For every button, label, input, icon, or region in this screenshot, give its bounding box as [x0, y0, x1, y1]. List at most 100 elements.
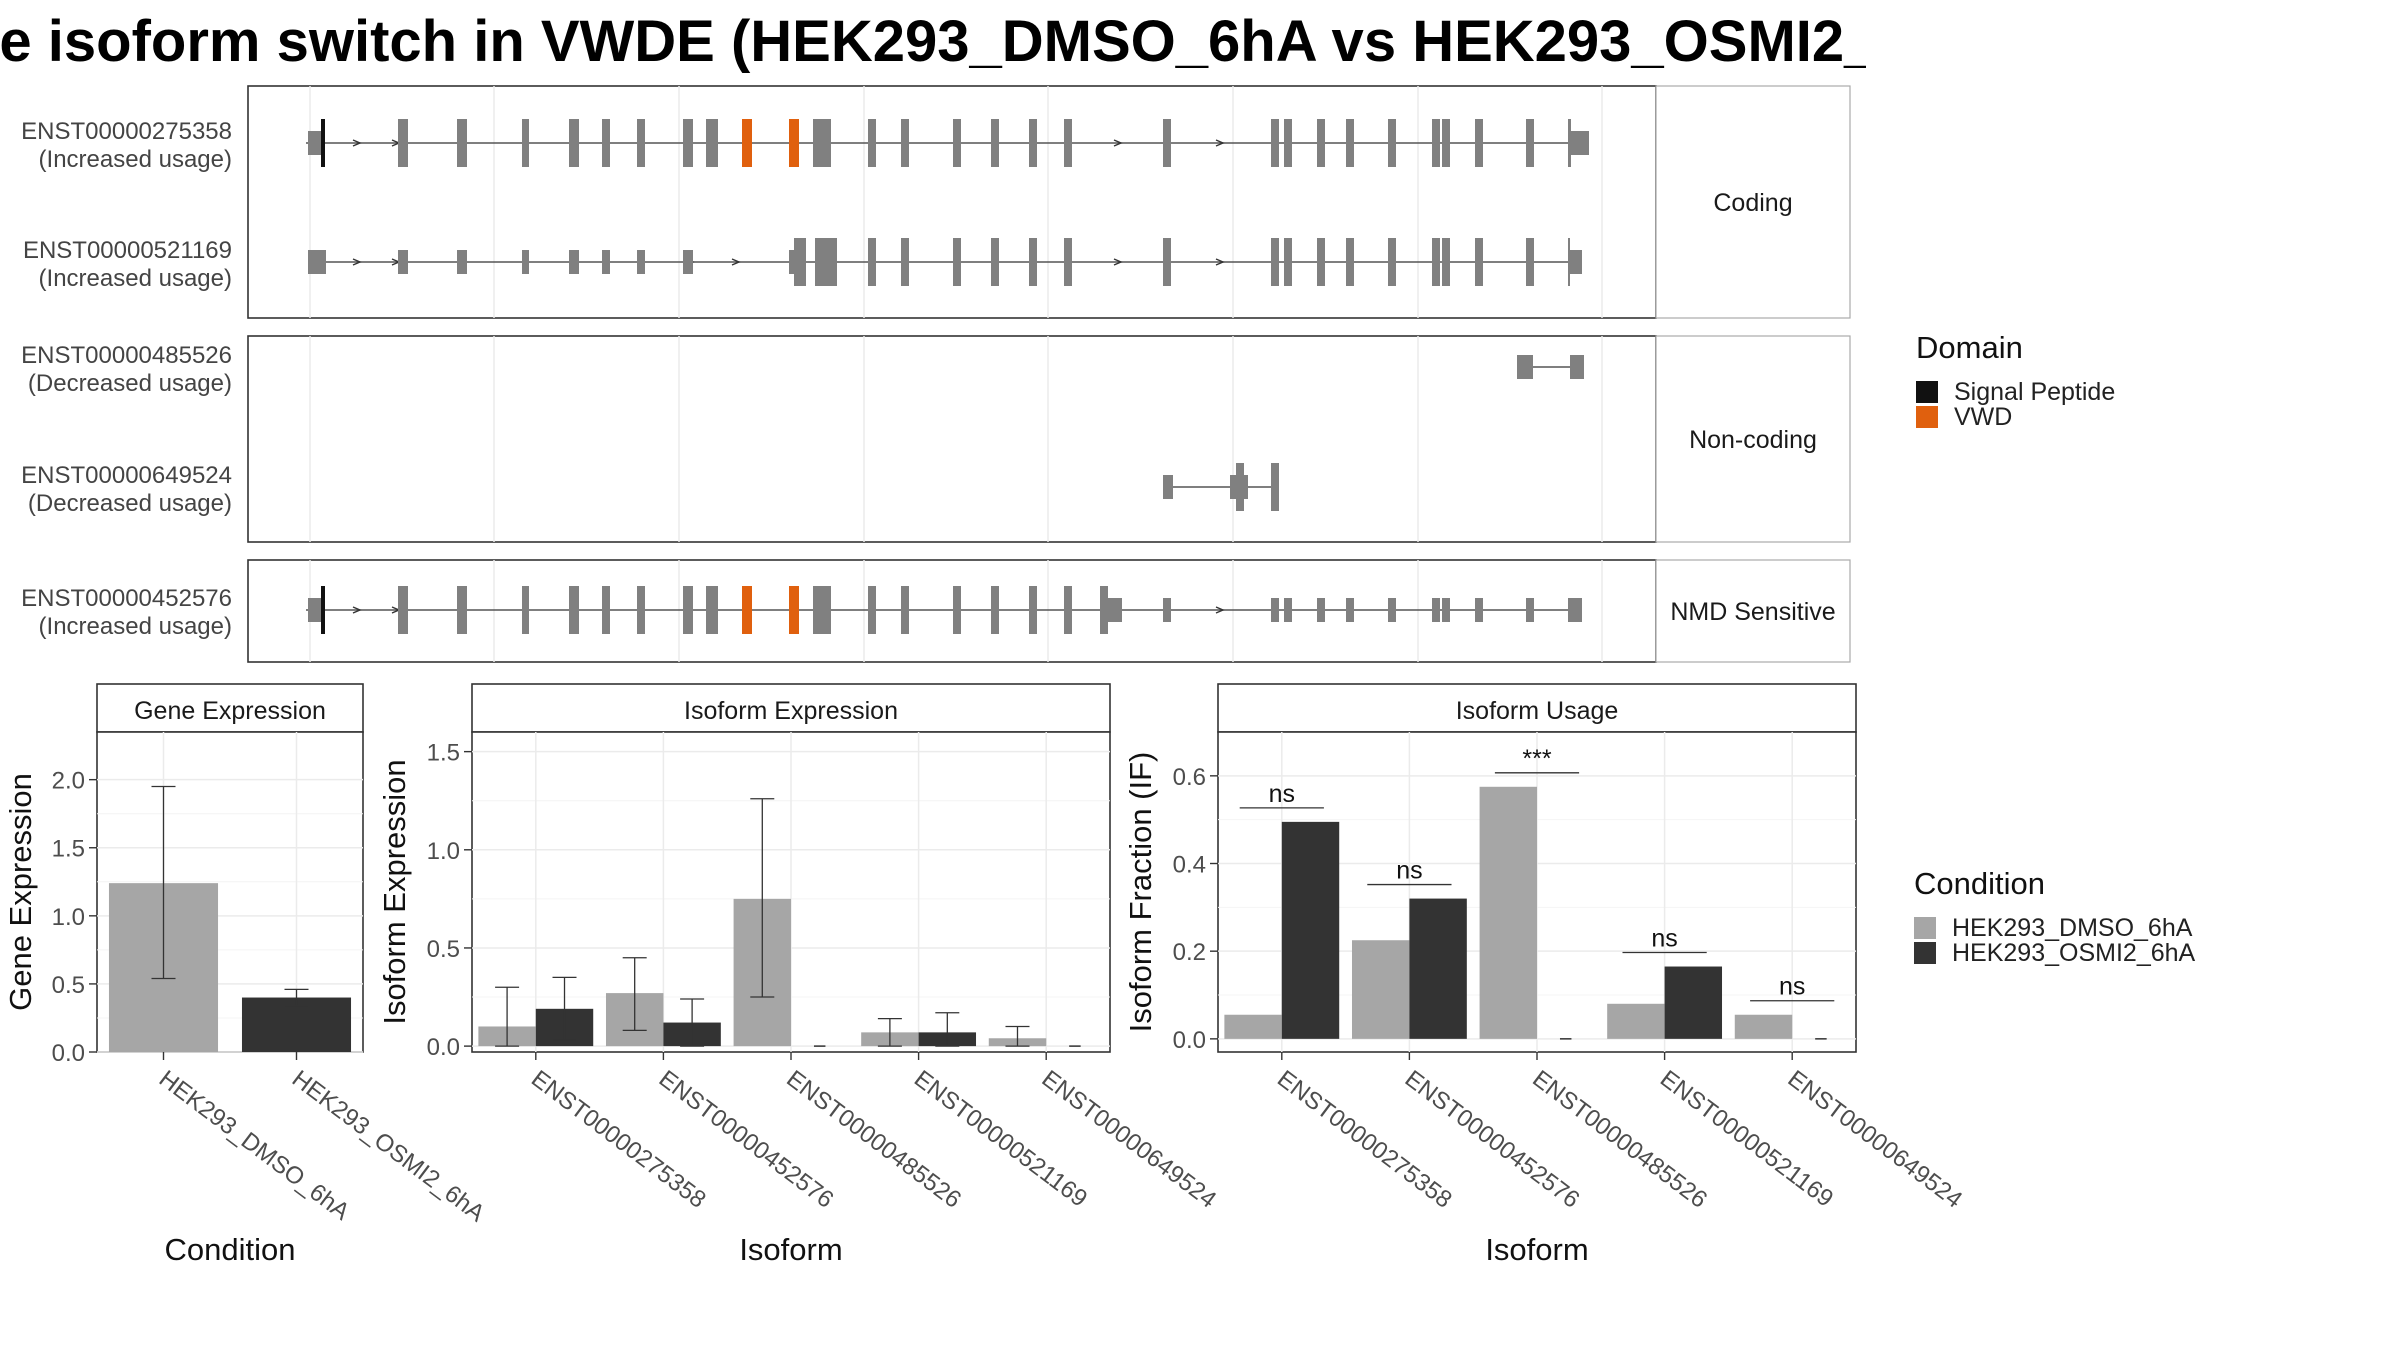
exon: [1064, 119, 1072, 167]
exon: [398, 250, 408, 274]
transcript-usage-label: (Increased usage): [39, 146, 232, 173]
transcript-id-label: ENST00000649524: [21, 462, 232, 489]
exon: [815, 119, 831, 167]
exon: [457, 586, 467, 634]
exon: [602, 250, 610, 274]
exon: [706, 586, 718, 634]
vwd-domain-exon: [742, 119, 752, 167]
panel-title: Isoform Usage: [1456, 697, 1619, 725]
condition-legend-swatch: [1914, 917, 1936, 939]
y-axis-title: Gene Expression: [3, 773, 38, 1011]
exon: [901, 119, 909, 167]
bar: [1734, 1014, 1793, 1039]
structure-panel: [247, 559, 1657, 663]
exon: [1163, 598, 1171, 622]
exon: [789, 250, 795, 274]
signal-peptide-exon: [321, 119, 325, 167]
exon: [1475, 119, 1483, 167]
panel-strip: [471, 683, 1111, 733]
exon: [901, 586, 909, 634]
transcript-usage-label: (Increased usage): [39, 613, 232, 640]
facet-strip: [1655, 335, 1851, 543]
exon: [953, 238, 961, 286]
exon: [1526, 238, 1534, 286]
exon: [815, 586, 831, 634]
exon: [1432, 119, 1440, 167]
facet-label: Coding: [1713, 189, 1792, 217]
panel-strip: [96, 683, 364, 733]
condition-legend-label: HEK293_DMSO_6hA: [1952, 914, 2193, 942]
strand-arrow: [1215, 139, 1225, 147]
exon: [1100, 586, 1108, 634]
exon: [569, 250, 579, 274]
condition-legend-title: Condition: [1914, 866, 2045, 901]
exon: [683, 119, 693, 167]
facet-label: NMD Sensitive: [1670, 598, 1835, 626]
exon: [1271, 238, 1279, 286]
exon: [706, 119, 718, 167]
exon: [1568, 598, 1582, 622]
y-tick-label: 1.0: [52, 904, 85, 931]
vwd-domain-exon: [789, 586, 799, 634]
exon: [868, 586, 876, 634]
exon: [813, 119, 816, 167]
exon: [1568, 238, 1570, 286]
bar: [1224, 1014, 1282, 1039]
strand-arrow: [352, 606, 362, 614]
exon: [1388, 119, 1396, 167]
exon: [522, 586, 529, 634]
y-tick-label: 1.5: [52, 836, 85, 863]
bar: [1409, 898, 1467, 1039]
exon: [1442, 119, 1450, 167]
exon: [1284, 119, 1292, 167]
y-tick-label: 0.5: [52, 972, 85, 999]
condition-legend-label: HEK293_OSMI2_6hA: [1952, 939, 2196, 967]
y-tick-label: 0.0: [427, 1034, 460, 1061]
exon: [1271, 598, 1279, 622]
exon: [522, 250, 529, 274]
exon: [1029, 119, 1037, 167]
y-tick-label: 0.4: [1173, 852, 1206, 879]
domain-legend-title: Domain: [1916, 330, 2023, 365]
exon: [1388, 598, 1396, 622]
exon: [1284, 598, 1292, 622]
bar: [1351, 940, 1410, 1039]
bar: [1607, 1003, 1665, 1039]
domain-legend-label: VWD: [1954, 403, 2012, 431]
significance-label: ns: [1396, 857, 1422, 885]
domain-legend-swatch: [1916, 406, 1938, 428]
exon: [815, 238, 837, 286]
exon: [1064, 586, 1072, 634]
exon: [1271, 119, 1279, 167]
transcript-usage-label: (Increased usage): [39, 265, 232, 292]
exon: [637, 119, 645, 167]
exon: [991, 119, 999, 167]
exon: [1432, 238, 1440, 286]
exon: [683, 250, 693, 274]
exon: [901, 238, 909, 286]
condition-legend-swatch: [1914, 942, 1936, 964]
significance-label: ***: [1522, 745, 1551, 773]
transcript-id-label: ENST00000275358: [21, 118, 232, 145]
exon: [457, 250, 467, 274]
exon: [569, 119, 579, 167]
exon: [522, 119, 529, 167]
exon: [1271, 463, 1279, 511]
bar: [1664, 966, 1723, 1039]
strand-arrow: [731, 258, 741, 266]
exon: [1571, 131, 1589, 155]
exon: [1163, 119, 1171, 167]
exon: [1240, 475, 1248, 499]
transcript-usage-label: (Decreased usage): [28, 370, 232, 397]
exon: [308, 131, 322, 155]
exon: [1442, 598, 1450, 622]
y-tick-label: 1.5: [427, 740, 460, 767]
exon: [637, 250, 645, 274]
exon: [308, 598, 322, 622]
exon: [308, 250, 326, 274]
figure-title: ne isoform switch in VWDE (HEK293_DMSO_6…: [0, 9, 1866, 74]
exon: [1526, 119, 1534, 167]
exon: [1432, 598, 1440, 622]
